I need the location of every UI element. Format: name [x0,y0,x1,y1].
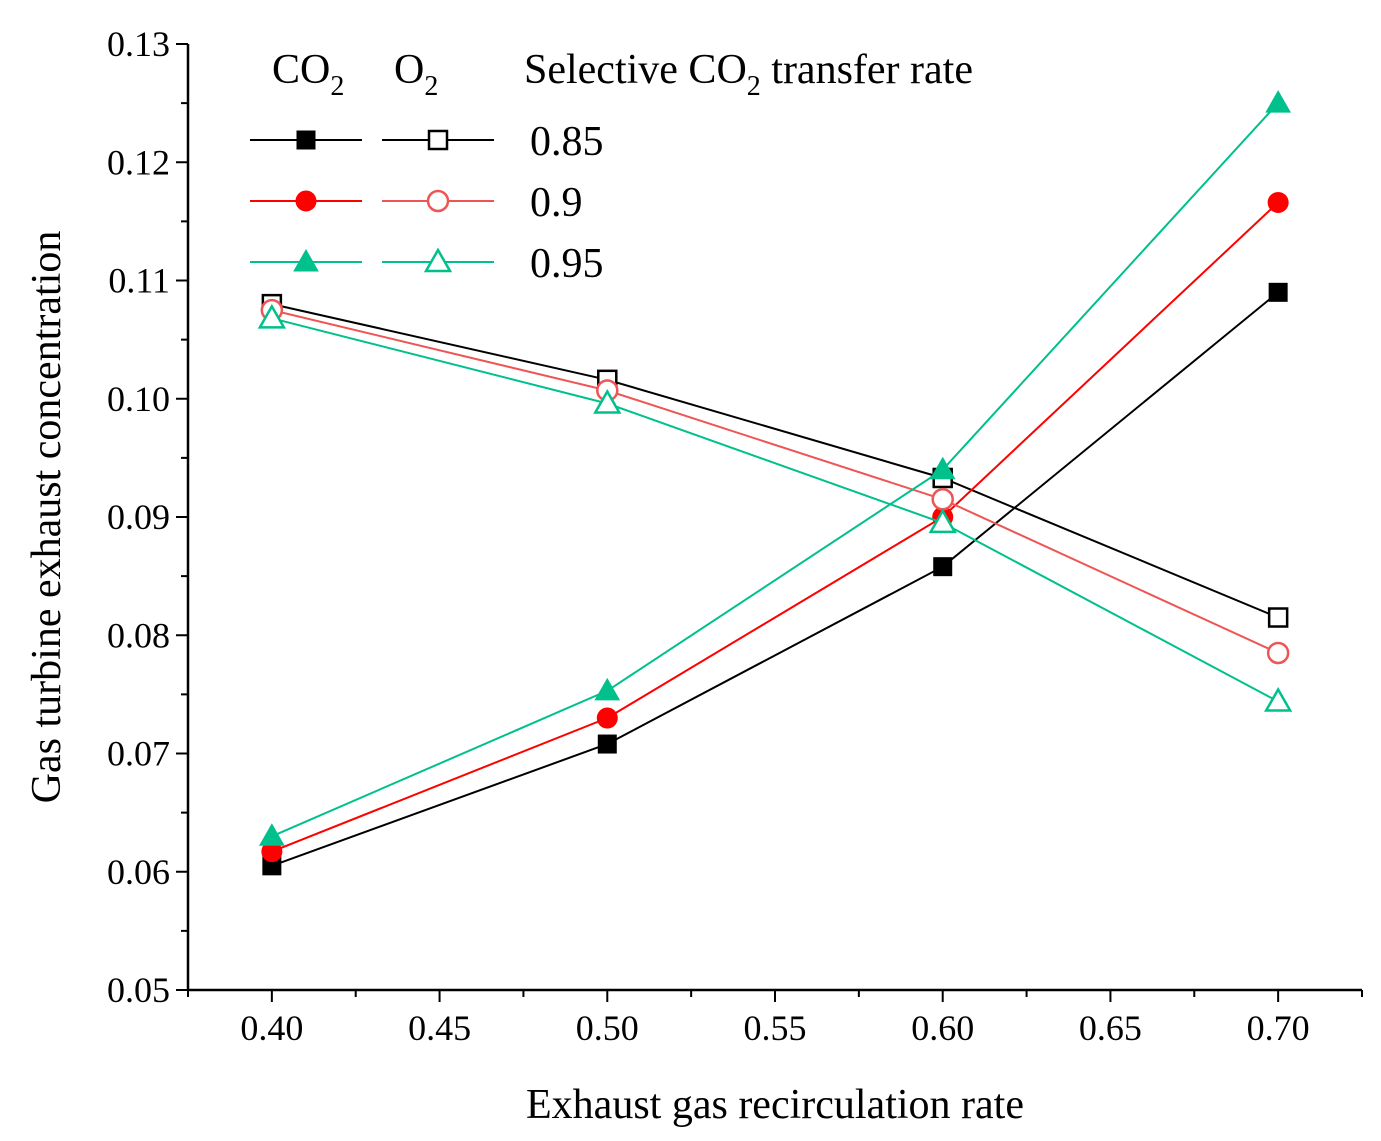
data-point [258,823,285,846]
x-tick-label: 0.60 [911,1008,974,1048]
legend-header-rate: Selective CO2 transfer rate [524,47,973,102]
series-co2-0.95 [258,90,1292,846]
x-tick-label: 0.70 [1247,1008,1310,1048]
legend-marker-co2 [295,190,317,212]
legend: CO2 O2 Selective CO2 transfer rate 0.85 0.9 0… [250,47,973,287]
data-point [1266,641,1290,665]
y-tick-label: 0.13 [107,24,170,64]
series-line [271,309,1279,654]
series-line [271,303,1279,619]
x-axis-title: Exhaust gas recirculation rate [526,1082,1024,1128]
y-tick-label: 0.07 [107,734,170,774]
legend-marker-co2 [296,130,316,150]
data-point [1267,191,1289,213]
series-layer [257,90,1293,876]
legend-marker-co2 [293,248,319,272]
series-line [271,291,1279,867]
legend-marker-o2 [426,189,450,213]
y-axis-title: Gas turbine exhaust concentration [24,231,70,804]
data-point [931,488,954,511]
data-point [597,734,617,754]
y-tick-label: 0.11 [108,261,170,301]
y-tick-label: 0.06 [107,852,170,892]
series-co2-0.9 [261,191,1289,863]
legend-marker-o2 [427,129,449,151]
y-tick-label: 0.12 [107,142,170,182]
x-tick-label: 0.45 [408,1008,471,1048]
x-tick-label: 0.50 [576,1008,639,1048]
data-point [1268,282,1288,302]
data-point [1263,686,1293,712]
data-point [593,388,622,414]
legend-label-rate: 0.95 [530,241,604,287]
data-point [929,456,956,480]
series-o2-0.95 [257,303,1293,712]
legend-marker-o2 [423,247,453,273]
data-point [1265,90,1292,113]
data-point [928,508,957,534]
legend-header-co2: CO2 [272,47,344,102]
data-point [933,557,953,577]
axes: 0.05 0.06 0.07 0.08 0.09 0.10 0.11 0.12 0.13 0.40… [107,24,1363,1048]
y-tick-label: 0.10 [107,379,170,419]
x-tick-label: 0.40 [240,1008,303,1048]
y-tick-label: 0.09 [107,497,170,537]
legend-row-0.95: 0.95 [250,241,604,287]
series-line [271,317,1279,703]
y-tick-label: 0.08 [107,615,170,655]
series-co2-0.85 [262,282,1288,876]
legend-row-0.9: 0.9 [250,180,583,226]
legend-label-rate: 0.85 [530,119,604,165]
y-tick-label: 0.05 [107,970,170,1010]
data-point [594,677,621,701]
x-tick-label: 0.65 [1079,1008,1142,1048]
data-point [257,303,287,329]
x-tick-label: 0.55 [744,1008,807,1048]
legend-label-rate: 0.9 [530,180,583,226]
data-point [596,707,618,729]
legend-row-0.85: 0.85 [250,119,604,165]
series-line [271,201,1279,853]
legend-header-o2: O2 [394,47,438,102]
data-point [1267,607,1289,628]
series-line [271,102,1279,838]
